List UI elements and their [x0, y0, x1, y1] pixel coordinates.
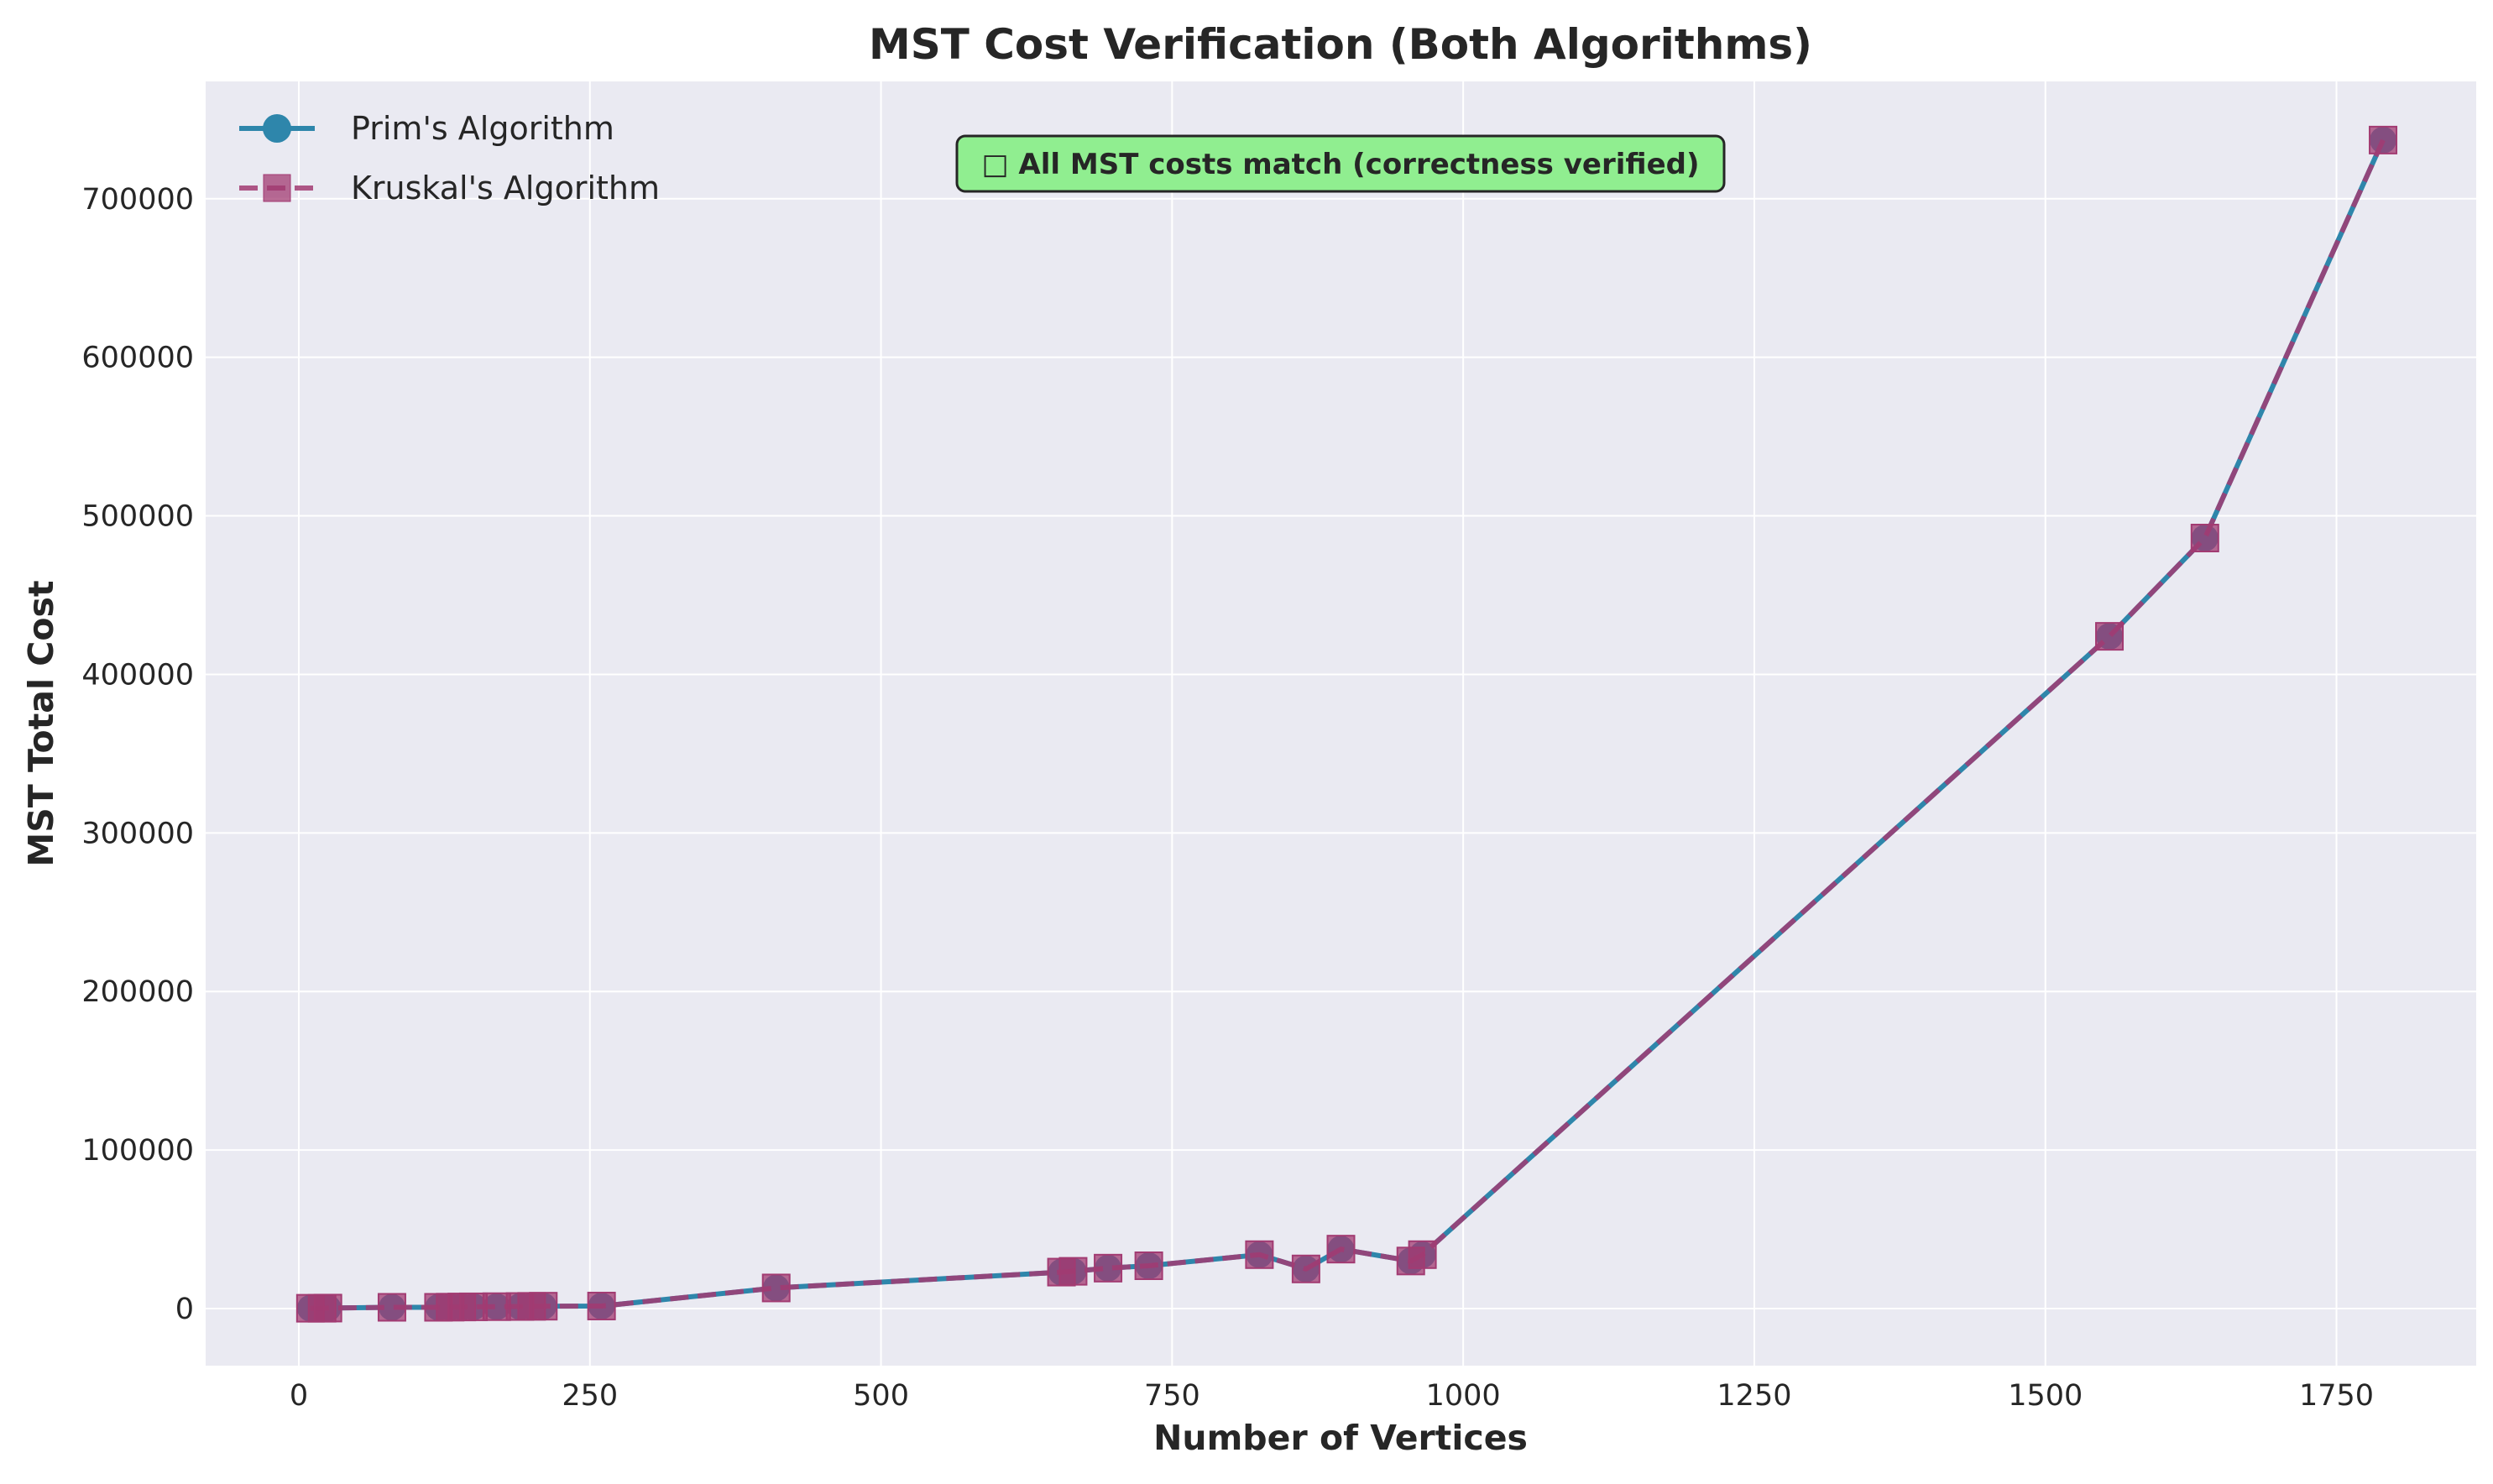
data-point	[587, 1291, 616, 1320]
y-tick-label: 100000	[81, 1134, 194, 1168]
y-tick-label: 0	[175, 1293, 194, 1326]
y-tick-label: 600000	[81, 342, 194, 375]
annotation-text: □ All MST costs match (correctness verif…	[981, 148, 1699, 181]
legend-label-prims: Prim's Algorithm	[351, 110, 614, 147]
series-1	[295, 125, 2398, 1323]
data-point	[1326, 1235, 1356, 1264]
y-tick-label: 300000	[81, 817, 194, 850]
data-point	[313, 1293, 342, 1323]
x-tick-label: 1000	[1426, 1379, 1501, 1413]
data-point	[1094, 1253, 1123, 1283]
series-layer	[295, 125, 2398, 1323]
data-point	[459, 1292, 489, 1321]
x-tick-label: 750	[1144, 1379, 1200, 1413]
x-tick-label: 1500	[2008, 1379, 2083, 1413]
y-tick-label: 400000	[81, 658, 194, 692]
data-point	[1245, 1240, 1274, 1269]
legend-marker-kruskals	[263, 174, 291, 202]
y-axis-label: MST Total Cost	[21, 580, 61, 866]
legend-label-kruskals: Kruskal's Algorithm	[351, 170, 660, 206]
data-point	[529, 1292, 558, 1321]
chart-title: MST Cost Verification (Both Algorithms)	[869, 20, 1812, 69]
annotation-background	[955, 134, 1726, 193]
x-tick-label: 250	[562, 1379, 618, 1413]
data-point	[1134, 1251, 1163, 1280]
data-point	[1058, 1257, 1088, 1286]
legend-marker-prims	[263, 114, 291, 143]
data-point	[761, 1273, 791, 1303]
y-tick-label: 500000	[81, 500, 194, 534]
ticks: 0 250 500 750 1000 1250 1500 1750 0 100000 200000 3…	[81, 183, 2374, 1413]
y-tick-label: 700000	[81, 183, 194, 217]
data-point	[1408, 1240, 1437, 1269]
x-tick-label: 500	[853, 1379, 909, 1413]
data-point	[2369, 125, 2398, 154]
y-tick-label: 200000	[81, 975, 194, 1009]
legend: Prim's Algorithm Kruskal's Algorithm	[239, 110, 660, 206]
data-point	[2190, 524, 2219, 552]
data-point	[1291, 1254, 1320, 1283]
x-tick-label: 1250	[1717, 1379, 1791, 1413]
x-axis-label: Number of Vertices	[1153, 1418, 1528, 1458]
plot-area	[206, 81, 2476, 1366]
data-point	[2095, 622, 2125, 651]
annotation-box: □ All MST costs match (correctness verif…	[955, 134, 1726, 193]
x-tick-label: 0	[290, 1379, 308, 1413]
data-point	[377, 1293, 406, 1322]
x-tick-label: 1750	[2299, 1379, 2374, 1413]
